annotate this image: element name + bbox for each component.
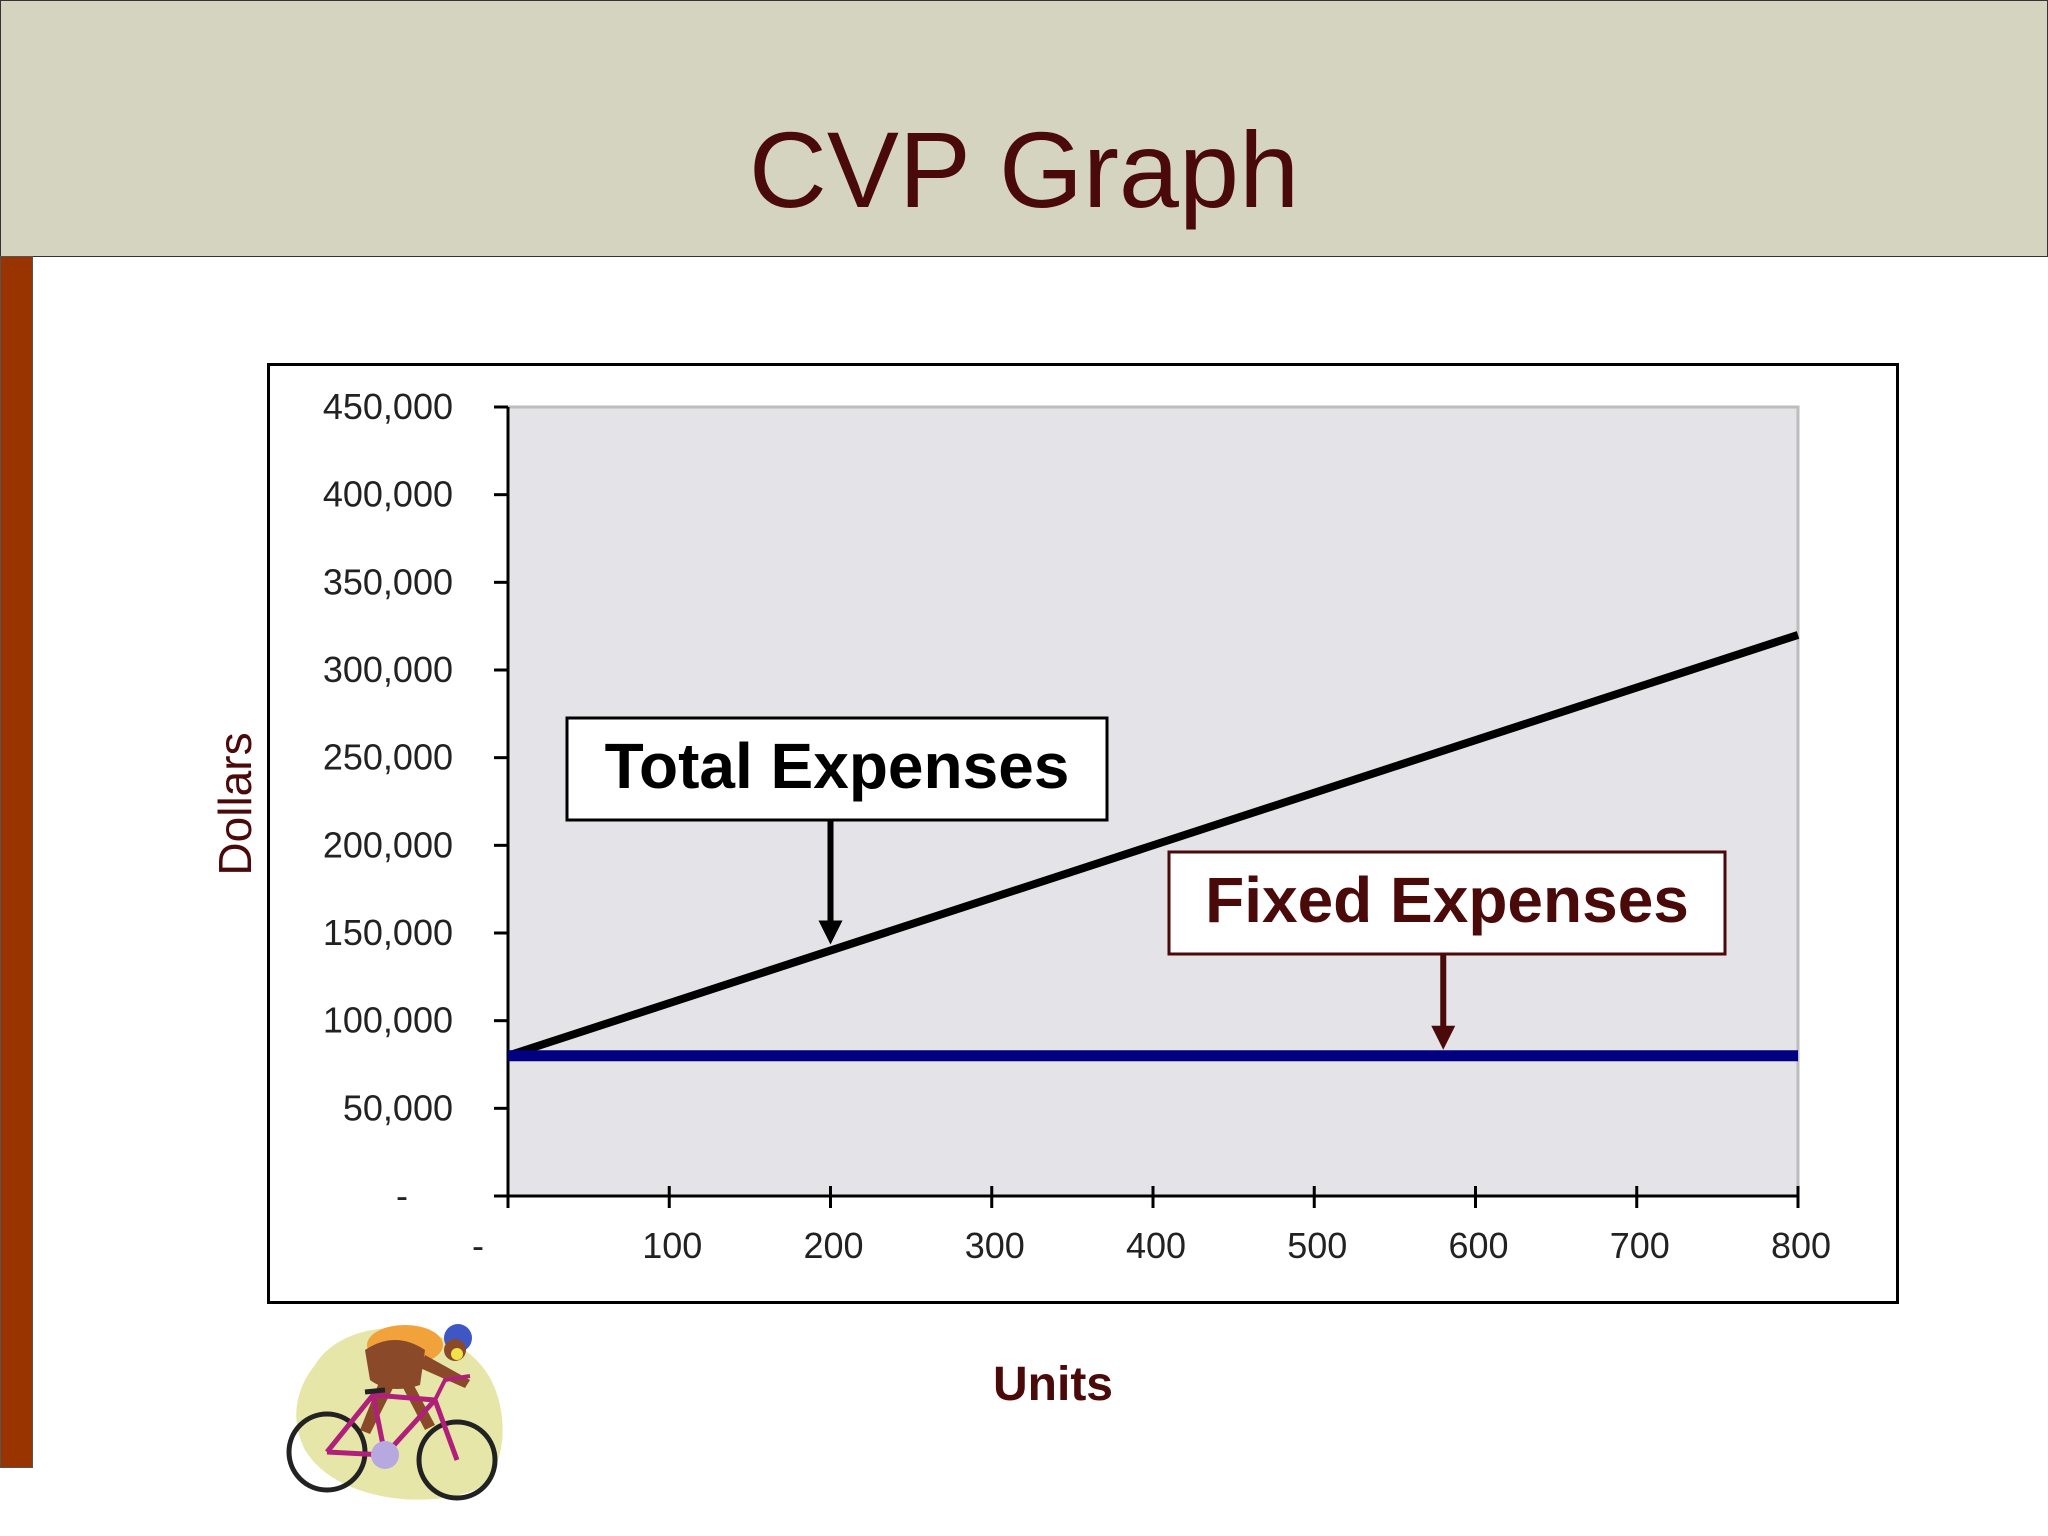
y-tick-label: 150,000	[323, 912, 453, 953]
total-expenses-callout-arrowhead	[818, 920, 843, 945]
y-tick-label: 50,000	[343, 1087, 453, 1128]
total-expenses-callout-box	[565, 716, 1109, 822]
x-tick-label: 800	[1771, 1225, 1831, 1266]
chart-frame: - 50,000 100,000 150,000 200,000 250,000 300,0…	[267, 363, 1899, 1304]
x-tick-label: 600	[1448, 1225, 1508, 1266]
fixed-expenses-callout-box	[1167, 850, 1727, 956]
y-axis-label: Dollars	[209, 732, 261, 876]
x-tick-label: 300	[965, 1225, 1025, 1266]
x-tick-label: -	[472, 1225, 484, 1266]
y-tick-label: 250,000	[323, 737, 453, 778]
y-tick-label: 200,000	[323, 824, 453, 865]
fixed-expenses-callout-arrowhead	[1431, 1025, 1456, 1050]
slide-title: CVP Graph	[748, 109, 1300, 230]
y-tick-label: 350,000	[323, 561, 453, 602]
y-tick-label: 450,000	[323, 386, 453, 427]
y-tick-label: -	[396, 1175, 408, 1216]
title-bar: CVP Graph	[0, 0, 2048, 257]
x-tick-label: 100	[642, 1225, 702, 1266]
x-tick-label: 500	[1287, 1225, 1347, 1266]
cvp-chart: - 50,000 100,000 150,000 200,000 250,000 300,0…	[323, 386, 1831, 1266]
y-tick-label: 300,000	[323, 649, 453, 690]
cyclist-icon	[286, 1324, 503, 1501]
x-tick-label: 400	[1126, 1225, 1186, 1266]
x-axis-label: Units	[993, 1358, 1113, 1411]
fixed-expenses-callout-text: Fixed Expenses	[1205, 864, 1689, 936]
total-expenses-callout-text: Total Expenses	[605, 730, 1070, 802]
x-tick-label: 700	[1610, 1225, 1670, 1266]
total-expenses-line	[506, 631, 1800, 1060]
x-tick-label: 200	[803, 1225, 863, 1266]
y-tick-label: 400,000	[323, 474, 453, 515]
side-accent-bar	[0, 256, 33, 1468]
y-tick-label: 100,000	[323, 1000, 453, 1041]
